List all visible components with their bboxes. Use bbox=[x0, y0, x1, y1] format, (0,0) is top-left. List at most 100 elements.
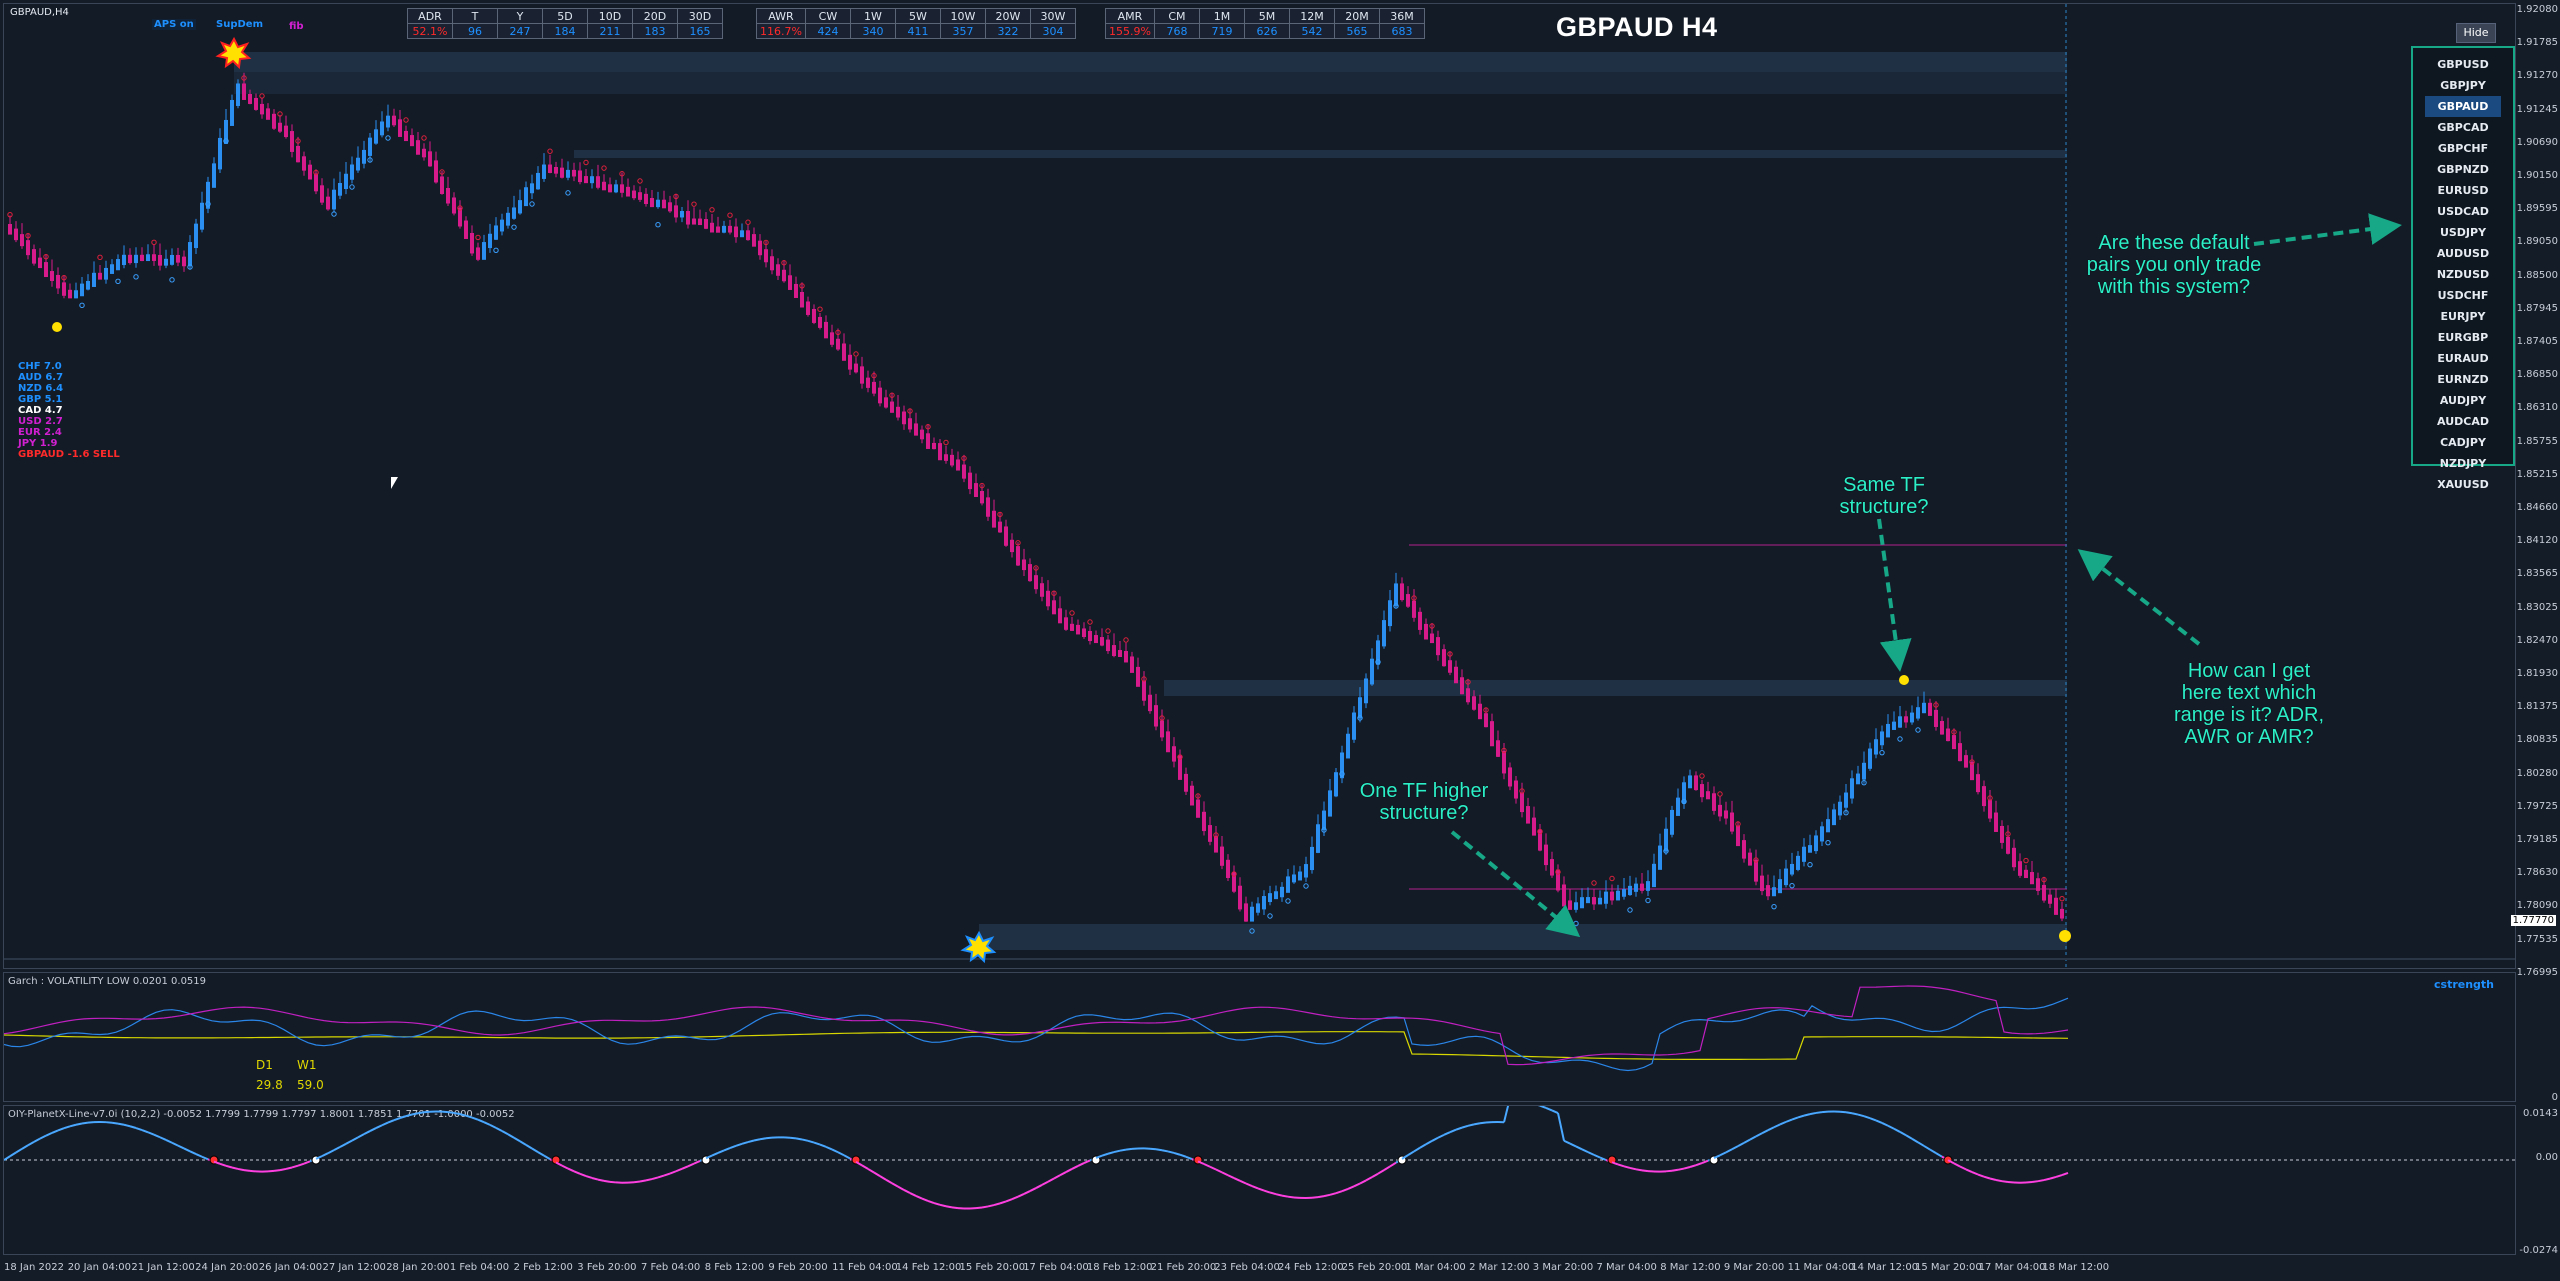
time-tick: 24 Feb 12:00 bbox=[1278, 1262, 1344, 1273]
oiy-segment bbox=[1593, 1153, 1601, 1159]
candle-body bbox=[182, 256, 186, 267]
candle-body bbox=[608, 184, 612, 193]
oiy-segment bbox=[1959, 1165, 1967, 1171]
candle-body bbox=[344, 173, 348, 189]
pair-button-eurjpy[interactable]: EURJPY bbox=[2440, 310, 2486, 323]
candle-body bbox=[326, 196, 330, 210]
pair-button-xauusd[interactable]: XAUUSD bbox=[2437, 478, 2489, 491]
trail-dot bbox=[1609, 875, 1615, 882]
pair-button-gbpaud[interactable]: GBPAUD bbox=[2425, 96, 2501, 117]
oiy-panel[interactable]: OIY-PlanetX-Line-v7.0i (10,2,2) -0.0052 … bbox=[3, 1105, 2516, 1255]
candle-body bbox=[158, 254, 162, 266]
candle-body bbox=[146, 254, 150, 262]
trail-dot bbox=[691, 201, 697, 207]
candle-body bbox=[1088, 631, 1092, 642]
oiy-axis-top: 0.0143 bbox=[2523, 1108, 2558, 1119]
oiy-segment bbox=[975, 1206, 983, 1210]
trail-dot bbox=[133, 274, 139, 280]
oiy-segment bbox=[123, 1123, 131, 1128]
time-tick: 17 Feb 04:00 bbox=[1023, 1262, 1089, 1273]
oiy-segment bbox=[1161, 1149, 1169, 1153]
candle-body bbox=[776, 264, 780, 276]
trail-dot bbox=[889, 392, 895, 398]
trail-dot bbox=[1411, 595, 1417, 601]
trail-dot bbox=[997, 511, 1003, 518]
trail-dot bbox=[187, 264, 193, 270]
time-tick: 8 Mar 12:00 bbox=[1660, 1262, 1721, 1273]
pair-button-gbpusd[interactable]: GBPUSD bbox=[2437, 58, 2489, 71]
pair-button-euraud[interactable]: EURAUD bbox=[2437, 352, 2489, 365]
candle-body bbox=[1328, 790, 1332, 817]
oiy-segment bbox=[465, 1114, 473, 1119]
supdem-toggle[interactable]: SupDem bbox=[216, 19, 263, 30]
trail-dot bbox=[295, 138, 301, 144]
main-chart-panel[interactable]: GBPAUD,H4 APS on SupDem fib ADR T Y 5D 10D 20… bbox=[3, 3, 2516, 969]
high-star bbox=[215, 36, 252, 70]
oiy-segment bbox=[1695, 1162, 1703, 1167]
oiy-segment bbox=[1011, 1195, 1019, 1201]
oiy-segment bbox=[291, 1164, 299, 1169]
oiy-segment bbox=[1803, 1113, 1811, 1117]
pair-button-eurgbp[interactable]: EURGBP bbox=[2437, 331, 2489, 344]
candle-body bbox=[1454, 666, 1458, 684]
oiy-segment bbox=[1641, 1169, 1649, 1173]
oiy-segment bbox=[1713, 1154, 1721, 1159]
trail-dot bbox=[1735, 821, 1741, 827]
candle-body bbox=[176, 254, 180, 263]
pair-button-nzdusd[interactable]: NZDUSD bbox=[2436, 268, 2490, 281]
candle-body bbox=[1556, 869, 1560, 891]
oiy-segment bbox=[1917, 1141, 1925, 1147]
pair-button-usdcad[interactable]: USDCAD bbox=[2437, 205, 2489, 218]
pair-button-eurusd[interactable]: EURUSD bbox=[2437, 184, 2489, 197]
candle-body bbox=[1268, 893, 1272, 903]
strength-row: CHF 7.0 bbox=[18, 361, 62, 372]
amr-header-5: 20M bbox=[1333, 8, 1380, 24]
candle-body bbox=[1718, 804, 1722, 817]
candle-body bbox=[698, 218, 702, 226]
garch-panel[interactable]: Garch : VOLATILITY LOW 0.0201 0.0519 D1 … bbox=[3, 972, 2516, 1102]
trail-dot bbox=[1231, 871, 1237, 877]
candle-body bbox=[62, 282, 66, 296]
pair-button-eurnzd[interactable]: EURNZD bbox=[2437, 373, 2489, 386]
candle-body bbox=[1208, 825, 1212, 842]
pair-button-audusd[interactable]: AUDUSD bbox=[2436, 247, 2490, 260]
pair-button-gbpchf[interactable]: GBPCHF bbox=[2437, 142, 2489, 155]
candle-body bbox=[116, 259, 120, 271]
pair-button-cadjpy[interactable]: CADJPY bbox=[2440, 436, 2486, 449]
fib-toggle[interactable]: fib bbox=[289, 21, 304, 32]
oiy-segment bbox=[1239, 1179, 1247, 1185]
candle-body bbox=[932, 442, 936, 450]
awr-value-5: 322 bbox=[984, 23, 1031, 39]
price-axis[interactable]: 1.77770 0 0.0143 0.00 -0.0274 1.92080 1.9… bbox=[2510, 0, 2560, 1281]
pair-button-gbpjpy[interactable]: GBPJPY bbox=[2440, 79, 2486, 92]
oiy-segment bbox=[1881, 1122, 1889, 1127]
time-axis[interactable]: 18 Jan 2022 20 Jan 04:00 21 Jan 12:00 24 Ja… bbox=[0, 1258, 2516, 1281]
candle-body bbox=[854, 363, 858, 373]
pair-button-gbpcad[interactable]: GBPCAD bbox=[2437, 121, 2489, 134]
trail-dot bbox=[1987, 795, 1993, 801]
candle-body bbox=[1616, 890, 1620, 901]
oiy-segment bbox=[153, 1133, 161, 1139]
candle-body bbox=[1658, 845, 1662, 870]
trail-dot bbox=[1141, 676, 1147, 682]
candle-body bbox=[1394, 583, 1398, 607]
hide-button[interactable]: Hide bbox=[2456, 23, 2496, 43]
pair-button-usdchf[interactable]: USDCHF bbox=[2437, 289, 2489, 302]
candle-body bbox=[1478, 703, 1482, 720]
time-tick: 3 Feb 20:00 bbox=[577, 1262, 637, 1273]
candle-body bbox=[1136, 666, 1140, 687]
oiy-segment bbox=[705, 1154, 713, 1160]
candle-body bbox=[584, 176, 588, 184]
candle-body bbox=[308, 164, 312, 180]
pair-button-audcad[interactable]: AUDCAD bbox=[2437, 415, 2489, 428]
oiy-segment bbox=[225, 1164, 233, 1169]
pair-button-nzdjpy[interactable]: NZDJPY bbox=[2439, 457, 2487, 470]
note-same-tf: Same TF structure? bbox=[1839, 474, 1929, 518]
trail-dot bbox=[1519, 788, 1525, 794]
pair-button-usdjpy[interactable]: USDJPY bbox=[2439, 226, 2487, 239]
oiy-segment bbox=[927, 1200, 935, 1204]
candle-body bbox=[866, 377, 870, 388]
pair-button-audjpy[interactable]: AUDJPY bbox=[2439, 394, 2487, 407]
aps-toggle[interactable]: APS on bbox=[152, 19, 196, 30]
pair-button-gbpnzd[interactable]: GBPNZD bbox=[2437, 163, 2489, 176]
